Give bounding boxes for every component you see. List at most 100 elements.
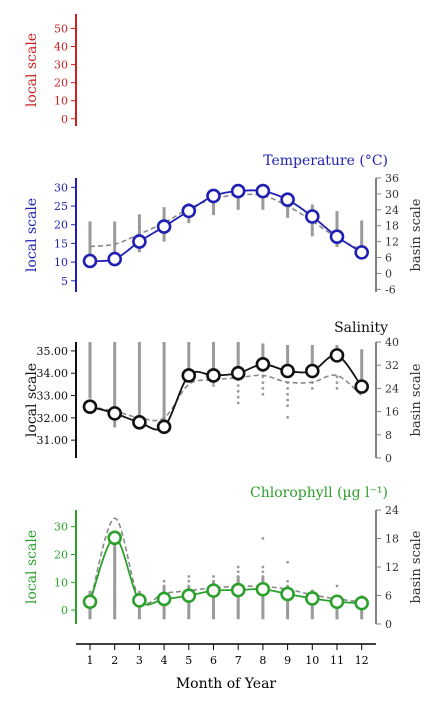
outlier-dot [261, 579, 265, 583]
x-tick-label: 3 [136, 654, 143, 667]
data-point [354, 379, 370, 394]
outlier-dot [335, 584, 339, 588]
x-tick-label: 7 [235, 654, 242, 667]
data-point [354, 245, 370, 260]
panel-title: Temperature (°C) [263, 153, 388, 169]
data-point [304, 209, 320, 224]
outlier-dot [335, 608, 339, 612]
data-point [82, 399, 98, 414]
left-tick-label: 30 [54, 59, 68, 72]
left-axis-label: local scale [24, 198, 40, 272]
data-point [304, 591, 320, 606]
data-point [280, 363, 295, 379]
outlier-dot [212, 613, 215, 616]
data-point [107, 251, 122, 267]
outlier-dot [212, 598, 215, 602]
data-point [255, 581, 271, 597]
x-axis-label: Month of Year [176, 676, 277, 692]
outlier-dot [236, 598, 240, 602]
outlier-dot [335, 613, 339, 616]
data-point [132, 234, 147, 249]
outlier-dot [286, 608, 289, 612]
data-point [280, 192, 295, 207]
outlier-dot [261, 575, 265, 578]
outlier-dot [236, 401, 240, 405]
outlier-dot [335, 375, 339, 379]
data-point [181, 368, 197, 383]
right-tick-label: 24 [385, 504, 399, 517]
right-tick-label: 24 [385, 382, 399, 395]
right-tick-label: 18 [385, 533, 399, 546]
right-axis-label: basin scale [409, 530, 424, 603]
left-axis-label: local scale [24, 530, 40, 604]
outlier-dot [212, 384, 215, 387]
outlier-dot [236, 603, 240, 607]
outlier-dot [286, 584, 289, 588]
x-tick-label: 8 [259, 654, 266, 667]
data-point [354, 595, 370, 611]
right-tick-label: 30 [385, 188, 399, 201]
left-tick-label: 35.00 [37, 345, 69, 358]
right-tick-label: 12 [385, 561, 399, 574]
data-point [206, 188, 221, 204]
outlier-dot [261, 537, 265, 540]
data-point [156, 219, 172, 234]
outlier-dot [236, 384, 240, 387]
left-axis-label: local scale [24, 363, 40, 437]
data-point [107, 530, 122, 546]
data-point [206, 583, 221, 598]
outlier-dot [286, 416, 289, 419]
x-tick-label: 5 [185, 654, 192, 667]
panel-empty: 0 10 20 30 40 50 local scale [24, 14, 77, 126]
panel-title: Chlorophyll (µg l⁻¹) [250, 485, 388, 501]
x-tick-label: 2 [111, 654, 118, 667]
data-point [82, 594, 98, 610]
data-point [132, 415, 147, 430]
left-tick-label: 20 [54, 219, 68, 232]
local-mean-line [89, 189, 363, 263]
outlier-dot [310, 613, 314, 616]
right-tick-label: 0 [385, 267, 392, 280]
data-point [82, 253, 98, 269]
local-mean-line [89, 354, 363, 431]
left-tick-label: 32.00 [37, 412, 69, 425]
right-tick-label: 16 [385, 406, 399, 419]
left-axis-label: local scale [24, 33, 40, 107]
left-tick-label: 10 [54, 95, 68, 108]
data-point [329, 348, 345, 363]
outlier-dot [162, 589, 166, 593]
outlier-dot [286, 398, 289, 402]
left-tick-label: 50 [54, 22, 68, 35]
panel-title: Salinity [334, 320, 388, 336]
right-tick-label: 24 [385, 204, 399, 217]
left-tick-label: 33.00 [37, 390, 69, 403]
right-tick-label: 8 [385, 429, 392, 442]
x-tick-label: 4 [161, 654, 168, 667]
data-point [230, 365, 246, 381]
outlier-dot [212, 575, 215, 578]
data-point [156, 591, 172, 607]
right-tick-label: 18 [385, 220, 399, 233]
outlier-dot [286, 560, 289, 564]
outlier-dot [236, 613, 240, 616]
data-point [181, 203, 197, 219]
right-tick-label: 6 [385, 252, 392, 265]
outlier-dot [236, 575, 240, 578]
outlier-dot [187, 584, 191, 588]
outlier-dot [360, 613, 364, 616]
outlier-dot [286, 603, 289, 607]
outlier-dot [162, 579, 166, 583]
left-tick-label: 30 [54, 521, 68, 534]
outlier-dot [162, 613, 166, 616]
left-tick-label: 0 [61, 604, 68, 617]
left-tick-label: 10 [54, 256, 68, 269]
data-point [329, 594, 345, 610]
left-tick-label: 10 [54, 576, 68, 589]
right-axis-label: basin scale [409, 363, 424, 436]
outlier-dot [236, 579, 240, 583]
panel-chlorophyll: 0 10 20 30 local scale Chlorophyll (µg l⁻¹) 0 6… [24, 485, 424, 631]
data-point [181, 588, 197, 603]
